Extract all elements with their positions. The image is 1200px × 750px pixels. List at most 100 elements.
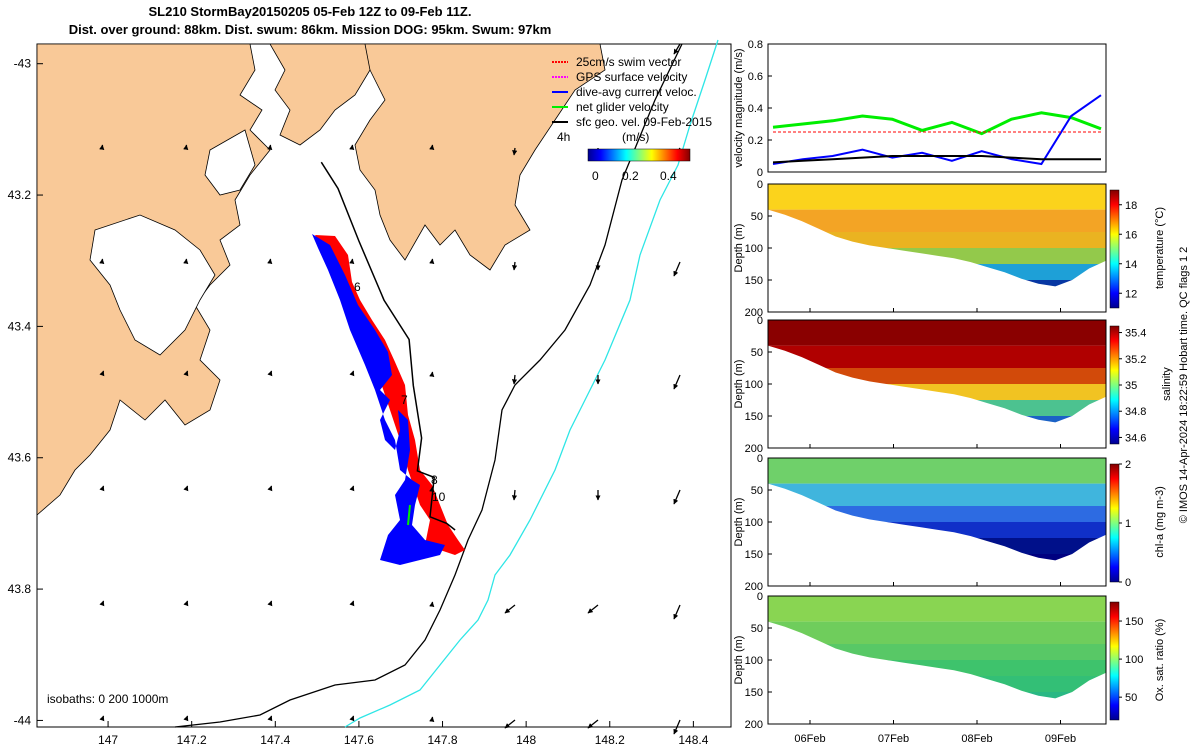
- colorbar-tick-label: 34.8: [1125, 406, 1146, 418]
- colorbar-tick-label: 50: [1125, 692, 1137, 704]
- speed-colorbar: [587, 148, 691, 162]
- sfc-velocity-arrow: [429, 258, 435, 265]
- velocity-tick-label: 0.2: [748, 135, 763, 147]
- map-y-tick-label: -43: [14, 57, 32, 71]
- map-x-tick-label: 148.2: [595, 733, 625, 747]
- chart-title-line1: SL210 StormBay20150205 05-Feb 12Z to 09-…: [148, 4, 472, 19]
- sfc-velocity-arrow: [504, 719, 516, 729]
- colorbar-tick-label: 34.6: [1125, 432, 1146, 444]
- speed-tick: 0.2: [622, 169, 639, 183]
- legend-label: 25cm/s swim vector: [576, 55, 681, 69]
- depth-tick-label: 200: [745, 719, 763, 731]
- depth-tick-label: 200: [745, 581, 763, 593]
- velocity-tick-label: 0.8: [748, 39, 763, 51]
- depth-tick-label: 150: [745, 687, 763, 699]
- net-glider-velocity-arrow: [407, 504, 411, 526]
- section-color-band: [768, 209, 1106, 232]
- sfc-velocity-arrow: [99, 370, 105, 377]
- copyright-footer: © IMOS 14-Apr-2024 18:22:59 Hobart time.…: [1178, 247, 1190, 524]
- sfc-velocity-arrow: [429, 486, 435, 493]
- depth-tick-label: 50: [751, 623, 763, 635]
- map-y-tick-label: 43.2: [8, 188, 32, 202]
- day-label: 10: [432, 490, 446, 504]
- sfc-velocity-arrow: [183, 370, 189, 377]
- map-x-tick-label: 147.2: [177, 733, 207, 747]
- chart-title-line2: Dist. over ground: 88km. Dist. swum: 86k…: [68, 22, 552, 37]
- section-colorbar: [1109, 325, 1120, 445]
- legend-label: GPS surface velocity: [576, 70, 687, 84]
- velocity-panel: 0 0.2 0.4 0.6 0.8 velocity magnitude (m/s): [733, 39, 1107, 179]
- map-x-tick-label: 148.4: [678, 733, 708, 747]
- legend-label: dive-avg current veloc.: [576, 85, 697, 99]
- sfc-velocity-arrow: [183, 485, 189, 492]
- scale-prefix: 4h: [557, 130, 570, 144]
- speed-tick: 0: [592, 169, 599, 183]
- depth-tick-label: 100: [745, 655, 763, 667]
- sfc-velocity-arrow: [267, 258, 273, 265]
- speed-tick: 0.4: [660, 169, 677, 183]
- velocity-ylabel: velocity magnitude (m/s): [733, 48, 745, 167]
- map-x-tick-label: 147: [98, 733, 118, 747]
- depth-tick-label: 150: [745, 411, 763, 423]
- sfc-velocity-arrow: [183, 144, 189, 151]
- colorbar-tick-label: 35.2: [1125, 354, 1146, 366]
- section-color-band: [768, 483, 1106, 506]
- map-x-tick-label: 147.6: [344, 733, 374, 747]
- depth-tick-label: 100: [745, 379, 763, 391]
- sfc-velocity-arrow: [267, 600, 273, 607]
- colorbar-tick-label: 150: [1125, 616, 1143, 628]
- map-y-tick-label: 43.8: [8, 582, 32, 596]
- sfc-velocity-arrow: [429, 371, 435, 378]
- sfc-velocity-arrow: [673, 43, 681, 55]
- section-colorbar: [1109, 463, 1120, 583]
- sfc-velocity-arrow: [587, 719, 599, 729]
- colorbar-label: salinity: [1161, 367, 1173, 401]
- sfc-velocity-arrow: [512, 147, 518, 156]
- scale-units: (m/s): [622, 130, 649, 144]
- colorbar-tick-label: 1: [1125, 518, 1131, 530]
- depth-tick-label: 200: [745, 443, 763, 455]
- depth-axis-label: Depth (m): [733, 636, 745, 685]
- depth-tick-label: 0: [757, 453, 763, 465]
- sfc-velocity-arrow: [349, 144, 355, 151]
- seafloor-mask: [768, 345, 1106, 448]
- colorbar-label: temperature (°C): [1154, 207, 1166, 289]
- sfc-velocity-arrow: [99, 258, 105, 265]
- section-color-band: [768, 345, 1106, 368]
- dive-avg-current-spread: [312, 234, 445, 565]
- sfc-velocity-arrow: [267, 370, 273, 377]
- forestier-island: [269, 44, 371, 146]
- time-tick-label: 09Feb: [1045, 733, 1076, 745]
- section-color-band: [768, 458, 1106, 484]
- map-x-tick-label: 148: [516, 733, 536, 747]
- legend-label: sfc geo. vel. 09-Feb-2015: [576, 115, 712, 129]
- land-layer: [37, 44, 606, 516]
- colorbar-tick-label: 35.4: [1125, 328, 1146, 340]
- colorbar-tick-label: 35: [1125, 380, 1137, 392]
- sfc-velocity-arrow: [429, 716, 435, 723]
- surface-velocity-arrows: [99, 43, 681, 735]
- section-color-band: [768, 184, 1106, 210]
- section-panel: 0 50 100 150 200 Depth (m) 35.4 35.2 35 34.8 34.6 s…: [733, 315, 1173, 455]
- sfc-velocity-arrow: [511, 374, 518, 385]
- sfc-velocity-arrow: [429, 144, 435, 151]
- legend-label: net glider velocity: [576, 100, 669, 114]
- sfc-velocity-arrow: [512, 261, 518, 271]
- depth-tick-label: 0: [757, 591, 763, 603]
- section-colorbar: [1109, 189, 1120, 309]
- colorbar-tick-label: 18: [1125, 200, 1137, 212]
- inner-bay-water: [89, 214, 216, 356]
- sfc-velocity-arrow: [99, 600, 105, 607]
- map-y-tick-label: 43.4: [8, 319, 32, 333]
- depth-tick-label: 200: [745, 307, 763, 319]
- day-label: 8: [431, 473, 438, 487]
- sfc-velocity-arrow: [673, 374, 681, 390]
- depth-tick-label: 100: [745, 517, 763, 529]
- seafloor-mask: [768, 209, 1106, 312]
- map-y-tick-label: -44: [14, 713, 32, 727]
